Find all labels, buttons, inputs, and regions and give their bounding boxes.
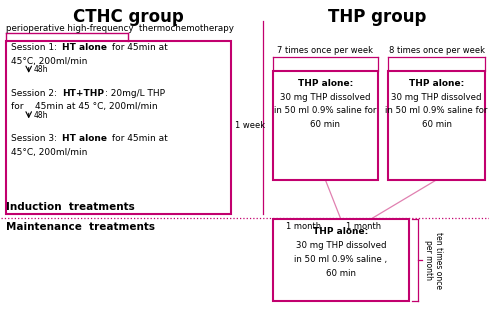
Text: in 50 ml 0.9% saline ,: in 50 ml 0.9% saline ,: [294, 255, 388, 264]
Text: 48h: 48h: [34, 111, 48, 120]
Text: Session 1:: Session 1:: [11, 43, 60, 52]
Text: ten times once
per month: ten times once per month: [424, 232, 444, 289]
Text: 48h: 48h: [34, 65, 48, 74]
FancyBboxPatch shape: [272, 220, 409, 301]
Text: for    45min at 45 °C, 200ml/min: for 45min at 45 °C, 200ml/min: [11, 102, 158, 112]
Text: THP alone:: THP alone:: [314, 227, 368, 236]
Text: for 45min at: for 45min at: [108, 134, 168, 143]
Text: 30 mg THP dissolved: 30 mg THP dissolved: [280, 93, 370, 101]
Text: 45°C, 200ml/min: 45°C, 200ml/min: [11, 57, 88, 66]
Text: HT alone: HT alone: [62, 134, 107, 143]
Text: in 50 ml 0.9% saline for: in 50 ml 0.9% saline for: [274, 106, 376, 116]
FancyBboxPatch shape: [6, 41, 230, 215]
Text: Session 3:: Session 3:: [11, 134, 60, 143]
Text: CTHC group: CTHC group: [73, 8, 184, 26]
Text: 60 min: 60 min: [310, 120, 340, 129]
FancyBboxPatch shape: [272, 71, 378, 180]
Text: 7 times once per week: 7 times once per week: [278, 46, 374, 55]
Text: 1 week: 1 week: [234, 121, 265, 130]
Text: 45°C, 200ml/min: 45°C, 200ml/min: [11, 148, 88, 157]
Text: Session 2:: Session 2:: [11, 89, 60, 98]
Text: 1 month: 1 month: [286, 222, 322, 231]
Text: in 50 ml 0.9% saline for: in 50 ml 0.9% saline for: [386, 106, 488, 116]
FancyBboxPatch shape: [388, 71, 486, 180]
Text: HT+THP: HT+THP: [62, 89, 104, 98]
Text: : 20mg/L THP: : 20mg/L THP: [105, 89, 165, 98]
Text: perioperative high-frequency  thermochemotherapy: perioperative high-frequency thermochemo…: [6, 24, 234, 33]
Text: THP group: THP group: [328, 8, 426, 26]
Text: Induction  treatments: Induction treatments: [6, 203, 135, 212]
Text: 8 times once per week: 8 times once per week: [388, 46, 484, 55]
Text: HT alone: HT alone: [62, 43, 107, 52]
Text: Maintenance  treatments: Maintenance treatments: [6, 222, 156, 232]
Text: 60 min: 60 min: [326, 269, 356, 278]
Text: THP alone:: THP alone:: [298, 79, 353, 88]
Text: 60 min: 60 min: [422, 120, 452, 129]
Text: for 45min at: for 45min at: [108, 43, 168, 52]
Text: 1 month: 1 month: [346, 222, 381, 231]
Text: THP alone:: THP alone:: [409, 79, 464, 88]
Text: 30 mg THP dissolved: 30 mg THP dissolved: [296, 241, 386, 250]
Text: 30 mg THP dissolved: 30 mg THP dissolved: [392, 93, 482, 101]
